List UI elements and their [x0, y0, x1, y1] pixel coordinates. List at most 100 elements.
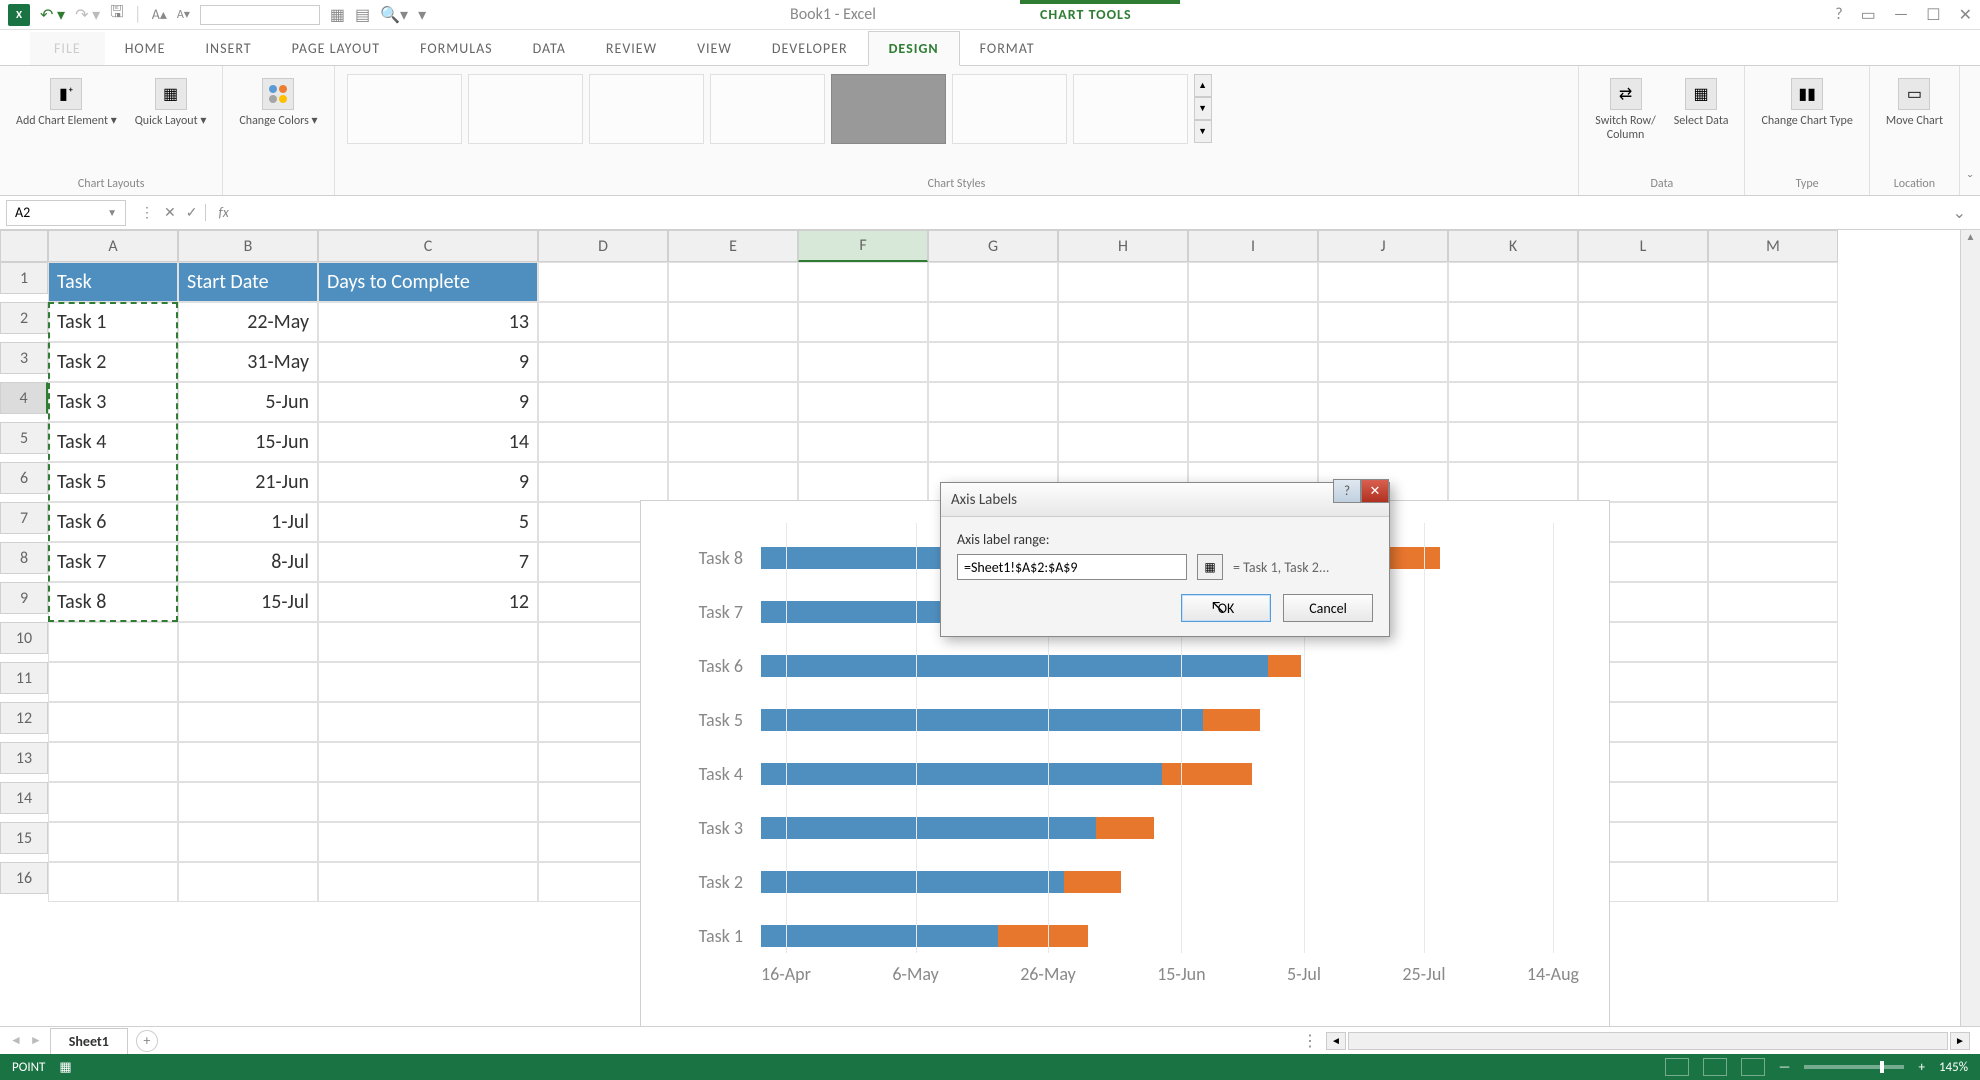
cell[interactable] — [1188, 342, 1318, 382]
row-header[interactable]: 10 — [0, 622, 48, 654]
cell[interactable] — [1578, 262, 1708, 302]
cell[interactable]: 31-May — [178, 342, 318, 382]
cell[interactable] — [1708, 502, 1838, 542]
cell[interactable] — [798, 302, 928, 342]
row-header[interactable]: 7 — [0, 502, 48, 534]
cell[interactable] — [1058, 262, 1188, 302]
cell[interactable] — [1318, 422, 1448, 462]
gantt-segment-duration[interactable] — [998, 925, 1088, 947]
cell[interactable] — [668, 342, 798, 382]
select-data-button[interactable]: ▦ Select Data — [1670, 74, 1733, 132]
gantt-segment-start[interactable] — [761, 871, 1064, 893]
cell[interactable]: 9 — [318, 342, 538, 382]
qat-icon-4[interactable]: ▾ — [418, 5, 426, 25]
row-header[interactable]: 9 — [0, 582, 48, 614]
cell[interactable]: 12 — [318, 582, 538, 622]
cell[interactable]: 15-Jun — [178, 422, 318, 462]
tab-design[interactable]: DESIGN — [868, 31, 960, 66]
cell[interactable] — [538, 422, 668, 462]
cell[interactable] — [1448, 382, 1578, 422]
cell[interactable]: Task 1 — [48, 302, 178, 342]
cell[interactable] — [1578, 382, 1708, 422]
cell[interactable]: Task — [48, 262, 178, 302]
gantt-segment-duration[interactable] — [1203, 709, 1260, 731]
zoom-level[interactable]: 145% — [1939, 1060, 1968, 1075]
zoom-slider[interactable] — [1804, 1065, 1904, 1069]
column-header[interactable]: B — [178, 230, 318, 262]
tab-insert[interactable]: INSERT — [186, 32, 272, 65]
cell[interactable] — [1708, 462, 1838, 502]
cell[interactable] — [1448, 462, 1578, 502]
cell[interactable] — [1708, 382, 1838, 422]
fx-icon[interactable]: fx — [212, 204, 234, 221]
cell[interactable]: Start Date — [178, 262, 318, 302]
help-icon[interactable]: ? — [1835, 5, 1842, 25]
cell[interactable] — [1708, 862, 1838, 902]
row-header[interactable]: 11 — [0, 662, 48, 694]
qat-dropdown[interactable] — [200, 5, 320, 25]
undo-icon[interactable]: ↶ ▾ — [40, 5, 65, 25]
cell[interactable]: Task 5 — [48, 462, 178, 502]
ribbon-collapse-icon[interactable]: ˇ — [1960, 66, 1980, 195]
cell[interactable] — [928, 422, 1058, 462]
cell[interactable]: Task 7 — [48, 542, 178, 582]
cell[interactable]: 14 — [318, 422, 538, 462]
cell[interactable] — [318, 702, 538, 742]
minimize-icon[interactable]: — — [1894, 5, 1908, 25]
tab-review[interactable]: REVIEW — [586, 32, 677, 65]
cell[interactable]: 1-Jul — [178, 502, 318, 542]
cell[interactable] — [1578, 302, 1708, 342]
formula-input[interactable] — [241, 200, 1939, 226]
cell[interactable] — [1058, 342, 1188, 382]
cell[interactable] — [1448, 302, 1578, 342]
cell[interactable] — [798, 422, 928, 462]
cell[interactable] — [318, 662, 538, 702]
change-colors-button[interactable]: Change Colors ▾ — [235, 74, 321, 132]
cell[interactable] — [668, 462, 798, 502]
cell[interactable] — [1188, 382, 1318, 422]
cell[interactable] — [48, 702, 178, 742]
cell[interactable] — [1708, 422, 1838, 462]
sheet-nav-prev-icon[interactable]: ◄ — [10, 1033, 22, 1048]
add-chart-element-button[interactable]: ▮⁺ Add Chart Element ▾ — [12, 74, 121, 132]
cell[interactable]: Days to Complete — [318, 262, 538, 302]
cell[interactable] — [318, 742, 538, 782]
view-page-break-icon[interactable] — [1741, 1058, 1765, 1076]
maximize-icon[interactable]: ☐ — [1926, 5, 1940, 25]
column-header[interactable]: G — [928, 230, 1058, 262]
cell[interactable] — [48, 782, 178, 822]
dialog-help-icon[interactable]: ? — [1333, 479, 1361, 503]
cell[interactable] — [178, 742, 318, 782]
dialog-title-bar[interactable]: Axis Labels ? ✕ — [941, 483, 1389, 517]
zoom-in-icon[interactable]: + — [1918, 1060, 1924, 1075]
gantt-segment-start[interactable] — [761, 925, 998, 947]
cell[interactable] — [48, 742, 178, 782]
name-box[interactable]: A2 ▼ — [6, 200, 126, 226]
tab-developer[interactable]: DEVELOPER — [752, 32, 868, 65]
sheet-nav-next-icon[interactable]: ► — [30, 1033, 42, 1048]
scroll-up-icon[interactable]: ▲ — [1961, 230, 1980, 250]
row-header[interactable]: 14 — [0, 782, 48, 814]
column-header[interactable]: D — [538, 230, 668, 262]
range-picker-icon[interactable]: ▦ — [1197, 554, 1223, 580]
cell[interactable] — [538, 262, 668, 302]
chart-style-3[interactable] — [589, 74, 704, 144]
quick-layout-button[interactable]: ▦ Quick Layout ▾ — [131, 74, 211, 132]
cell[interactable] — [1318, 382, 1448, 422]
cancel-button[interactable]: Cancel — [1283, 594, 1373, 622]
cell[interactable] — [1188, 302, 1318, 342]
cell[interactable]: 13 — [318, 302, 538, 342]
vertical-scrollbar[interactable]: ▲ — [1960, 230, 1980, 1026]
cell[interactable]: 9 — [318, 462, 538, 502]
hscroll-track[interactable] — [1348, 1032, 1948, 1050]
chart-style-4[interactable] — [710, 74, 825, 144]
switch-row-column-button[interactable]: ⇄ Switch Row/ Column — [1591, 74, 1659, 147]
gantt-segment-start[interactable] — [761, 817, 1096, 839]
ribbon-display-icon[interactable]: ▭ — [1861, 5, 1876, 25]
row-header[interactable]: 6 — [0, 462, 48, 494]
cell[interactable]: 21-Jun — [178, 462, 318, 502]
cell[interactable] — [48, 862, 178, 902]
column-header[interactable]: I — [1188, 230, 1318, 262]
name-box-dropdown-icon[interactable]: ▼ — [107, 206, 117, 219]
gantt-segment-duration[interactable] — [1064, 871, 1121, 893]
